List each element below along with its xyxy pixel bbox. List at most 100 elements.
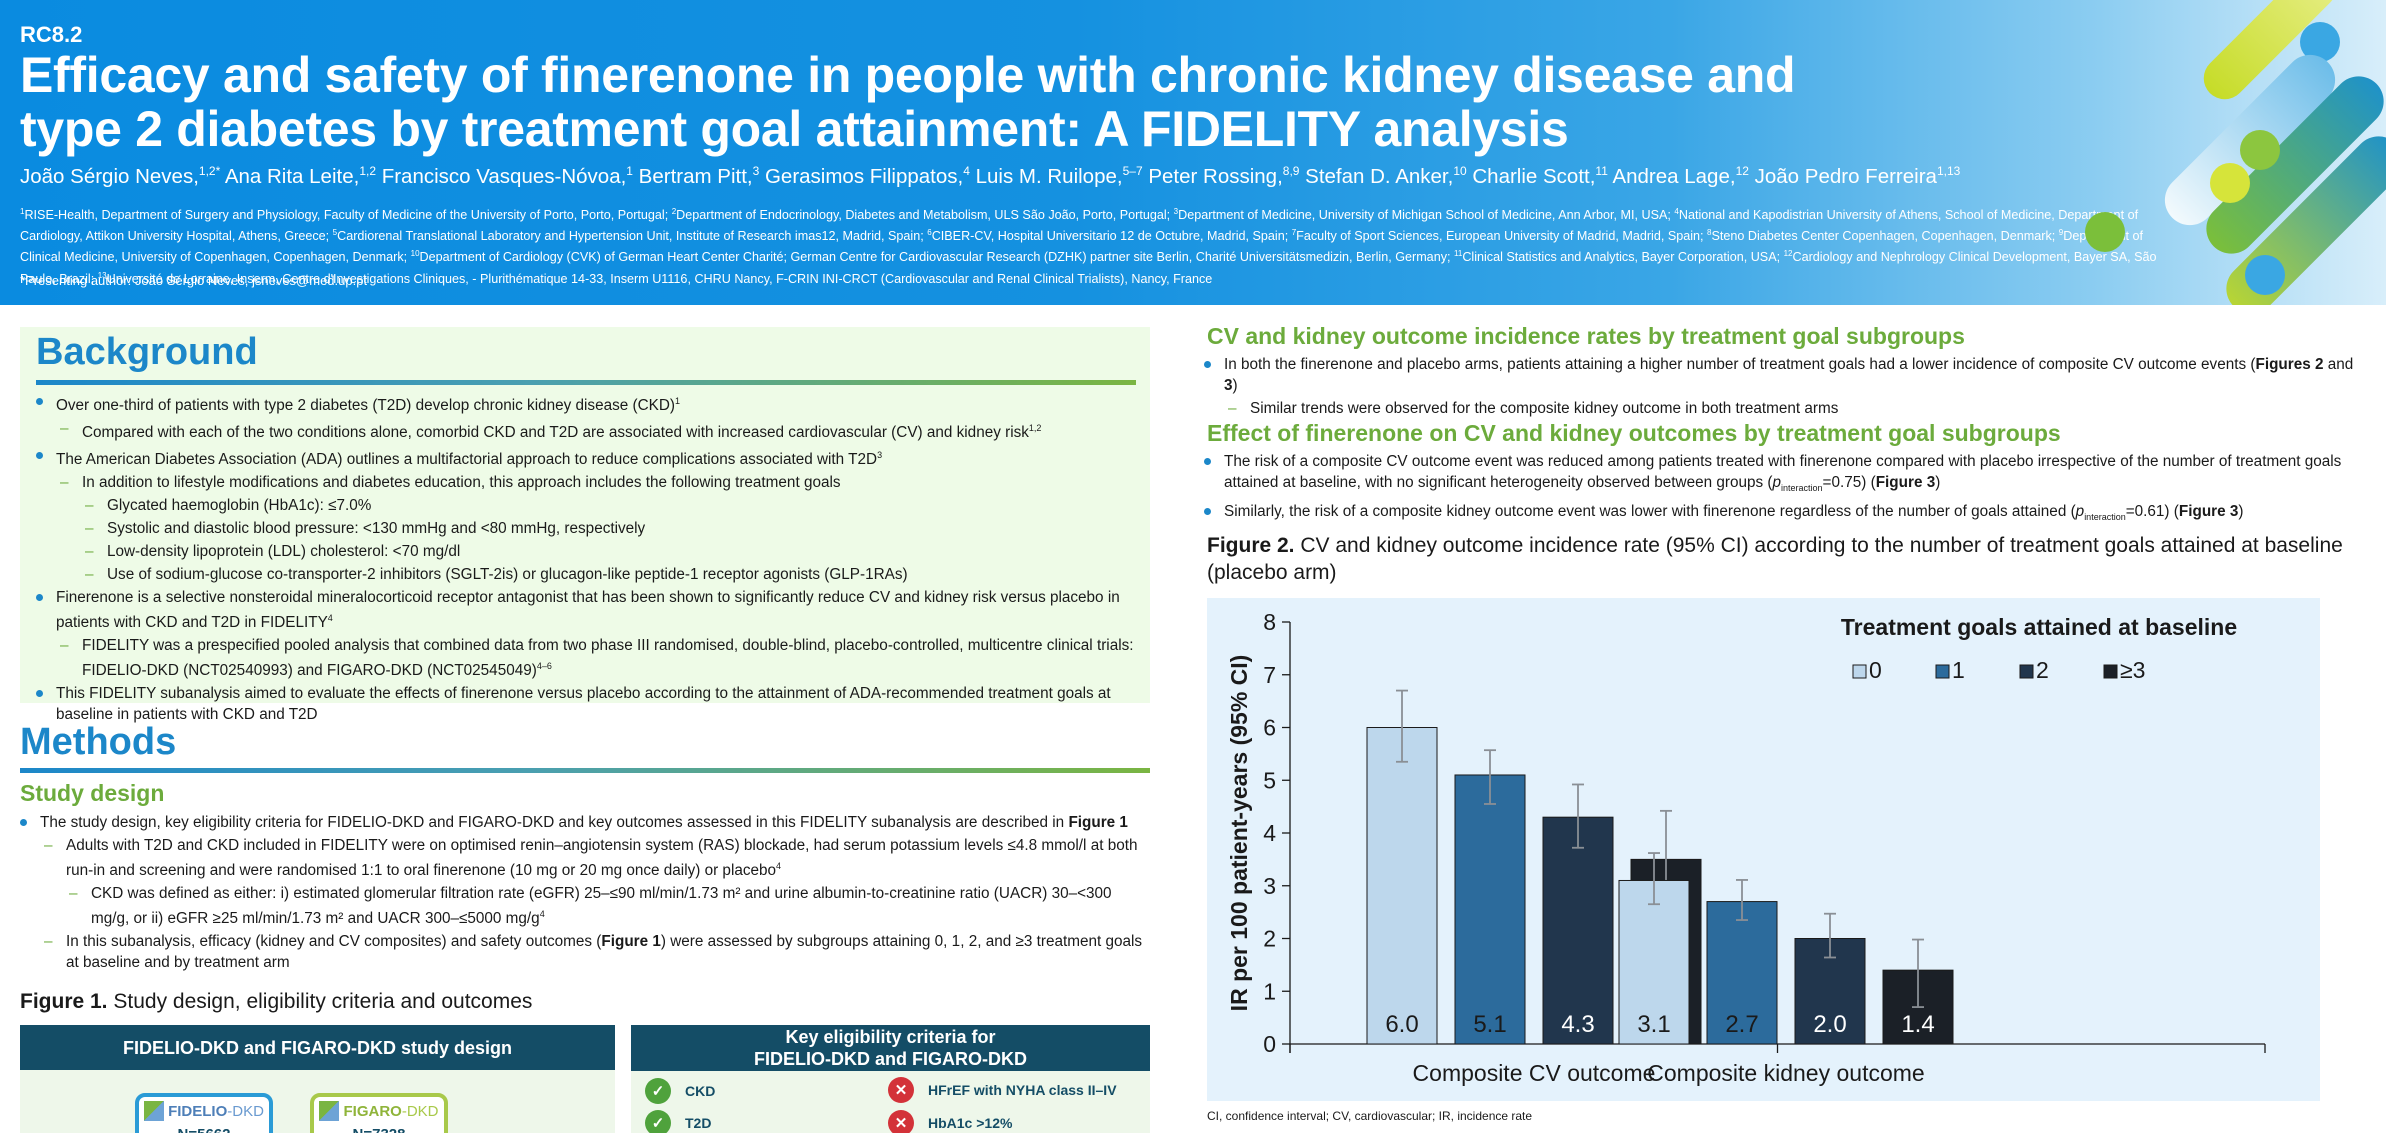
background-bullets: Over one-third of patients with type 2 d… — [32, 391, 1142, 727]
affiliation-text: Steno Diabetes Center Copenhagen, Copenh… — [1711, 229, 2059, 244]
author-name: João Pedro Ferreira — [1748, 164, 1937, 188]
legend-label: ≥3 — [2120, 657, 2145, 683]
bullet-item: The study design, key eligibility criter… — [16, 812, 1146, 833]
author-affiliation-marker: 1,2 — [359, 164, 376, 178]
effect-heading: Effect of finerenone on CV and kidney ou… — [1207, 420, 2061, 446]
affiliation-text: Clinical Statistics and Analytics, Bayer… — [1462, 250, 1784, 265]
bar-value-label: 2.0 — [1813, 1011, 1846, 1038]
author-affiliation-marker: 4 — [963, 164, 970, 178]
legend-swatch — [2019, 664, 2034, 679]
x-category-label: Composite kidney outcome — [1647, 1060, 1924, 1086]
affiliation-number: 3 — [1173, 207, 1179, 216]
affiliation-text: National and Kapodistrian University of … — [20, 208, 2139, 244]
author-affiliation-marker: 5–7 — [1122, 164, 1143, 178]
bullet-item: Systolic and diastolic blood pressure: <… — [32, 518, 1142, 539]
check-icon: ✓ — [645, 1078, 671, 1104]
author-name: Stefan D. Anker, — [1299, 164, 1454, 188]
figure2-footnote: CI, confidence interval; CV, cardiovascu… — [1207, 1109, 1533, 1123]
y-tick-label: 1 — [1263, 978, 1276, 1004]
author-list: João Sérgio Neves,1,2* Ana Rita Leite,1,… — [20, 164, 1960, 189]
eligibility-header: Key eligibility criteria for FIDELIO-DKD… — [631, 1025, 1150, 1071]
author-name: Charlie Scott, — [1466, 164, 1596, 188]
author-name: Luis M. Ruilope, — [969, 164, 1123, 188]
bullet-item: The risk of a composite CV outcome event… — [1200, 451, 2360, 499]
decorative-pills-graphic — [2085, 0, 2386, 305]
p-subscript: interaction — [2084, 512, 2126, 523]
bullet-item: In both the finerenone and placebo arms,… — [1200, 354, 2360, 396]
bar — [1366, 727, 1438, 1045]
bar-value-label: 4.3 — [1561, 1011, 1594, 1038]
author-affiliation-marker: 11 — [1595, 164, 1608, 178]
bar-value-label: 2.7 — [1725, 1011, 1758, 1038]
author-name: Peter Rossing, — [1142, 164, 1283, 188]
bar-value-label: 3.1 — [1637, 1011, 1670, 1038]
methods-bullets: The study design, key eligibility criter… — [16, 812, 1146, 975]
bullet-text: ) were assessed by subgroups attaining 0… — [66, 933, 1143, 972]
bar-value-label: 1.4 — [1901, 1011, 1934, 1038]
bullet-text: FIDELITY was a prespecified pooled analy… — [82, 637, 1134, 680]
figure2-chart-panel: 0 1 2 3 4 5 6 7 8 IR per 100 patient-years (95% C… — [1207, 598, 2320, 1101]
affiliation-text: Department of Endocrinology, Diabetes an… — [676, 208, 1174, 223]
y-tick-label: 7 — [1263, 662, 1276, 688]
poster-title: Efficacy and safety of finerenone in peo… — [20, 47, 1796, 157]
reference-marker: 1 — [674, 396, 680, 406]
legend-title: Treatment goals attained at baseline — [1841, 614, 2237, 640]
affiliation-text: Université de Lorraine, Inserm, Centre d… — [106, 271, 1213, 286]
exclusion-hfref: ✕ HFrEF with NYHA class II–IV — [888, 1077, 1117, 1103]
bullet-text: Over one-third of patients with type 2 d… — [56, 397, 675, 415]
inclusion-ckd: ✓ CKD — [645, 1078, 715, 1104]
author-name: Gerasimos Filippatos, — [759, 164, 964, 188]
reference-marker: 4 — [327, 613, 333, 624]
p-symbol: p — [1772, 474, 1782, 491]
legend-swatch — [1935, 664, 1950, 679]
legend-label: 2 — [2036, 657, 2049, 683]
affiliation-number: 9 — [2058, 228, 2064, 238]
figure-reference: 3 — [1224, 377, 1233, 394]
figaro-trial-box: FIGARO-DKD N=7328 — [310, 1093, 448, 1133]
bullet-item: Similarly, the risk of a composite kidne… — [1200, 501, 2360, 528]
author-affiliation-marker: 8,9 — [1282, 164, 1300, 178]
author-affiliation-marker: 1,2* — [198, 164, 221, 178]
affiliation-text: Faculty of Sport Sciences, European Univ… — [1296, 229, 1708, 244]
bullet-text: Glycated haemoglobin (HbA1c): ≤7.0% — [107, 497, 372, 515]
y-tick-label: 4 — [1263, 820, 1276, 846]
bullet-item: Glycated haemoglobin (HbA1c): ≤7.0% — [32, 495, 1142, 516]
figure-reference: Figure 3 — [1875, 474, 1936, 491]
bullet-text: Adults with T2D and CKD included in FIDE… — [66, 837, 1138, 880]
y-tick-label: 2 — [1263, 926, 1276, 952]
reference-marker: 4–6 — [536, 661, 552, 672]
author-affiliation-marker: 1 — [626, 164, 633, 178]
bullet-item: In this subanalysis, efficacy (kidney an… — [16, 931, 1146, 973]
author-affiliation-marker: 12 — [1735, 164, 1749, 178]
methods-divider — [20, 768, 1150, 773]
legend-label: 0 — [1869, 657, 1882, 683]
bullet-item: Finerenone is a selective nonsteroidal m… — [32, 587, 1142, 633]
bar — [1618, 879, 1690, 1045]
bullet-item: Compared with each of the two conditions… — [32, 418, 1142, 443]
background-heading: Background — [36, 331, 258, 373]
affiliation-number: 12 — [1783, 249, 1793, 259]
affiliation-text: Cardiology and Nephrology Clinical Devel… — [20, 250, 2157, 286]
bullet-item: CKD was defined as either: i) estimated … — [16, 883, 1146, 929]
p-subscript: interaction — [1781, 483, 1823, 494]
bullet-item: In addition to lifestyle modifications a… — [32, 472, 1142, 493]
bullet-text: The study design, key eligibility criter… — [40, 814, 1069, 831]
bullet-item: Adults with T2D and CKD included in FIDE… — [16, 835, 1146, 881]
bullet-text: Compared with each of the two conditions… — [82, 424, 1029, 442]
bar — [1542, 816, 1614, 1045]
presenting-author: *Presenting author: João Sérgio Neves, j… — [20, 273, 368, 288]
fidelio-trial-box: FIDELIO-DKD N=5662 — [135, 1093, 273, 1133]
poster-header: RC8.2 Efficacy and safety of finerenone … — [0, 0, 2386, 305]
incidence-rate-bar-chart: 0 1 2 3 4 5 6 7 8 IR per 100 patient-years (95% C… — [1226, 609, 2266, 1086]
bullet-text: In addition to lifestyle modifications a… — [82, 474, 841, 492]
study-design-heading: Study design — [20, 780, 165, 806]
affiliation-number: 13 — [97, 270, 107, 280]
bar — [1706, 901, 1778, 1045]
bullet-text: Use of sodium-glucose co-transporter-2 i… — [107, 566, 908, 584]
bullet-text: This FIDELITY subanalysis aimed to evalu… — [56, 685, 1111, 724]
background-divider — [36, 380, 1136, 385]
affiliation-number: 2 — [671, 207, 677, 216]
bullet-text: The American Diabetes Association (ADA) … — [56, 451, 878, 469]
bullet-item: Over one-third of patients with type 2 d… — [32, 391, 1142, 416]
affiliation-number: 11 — [1454, 249, 1463, 259]
